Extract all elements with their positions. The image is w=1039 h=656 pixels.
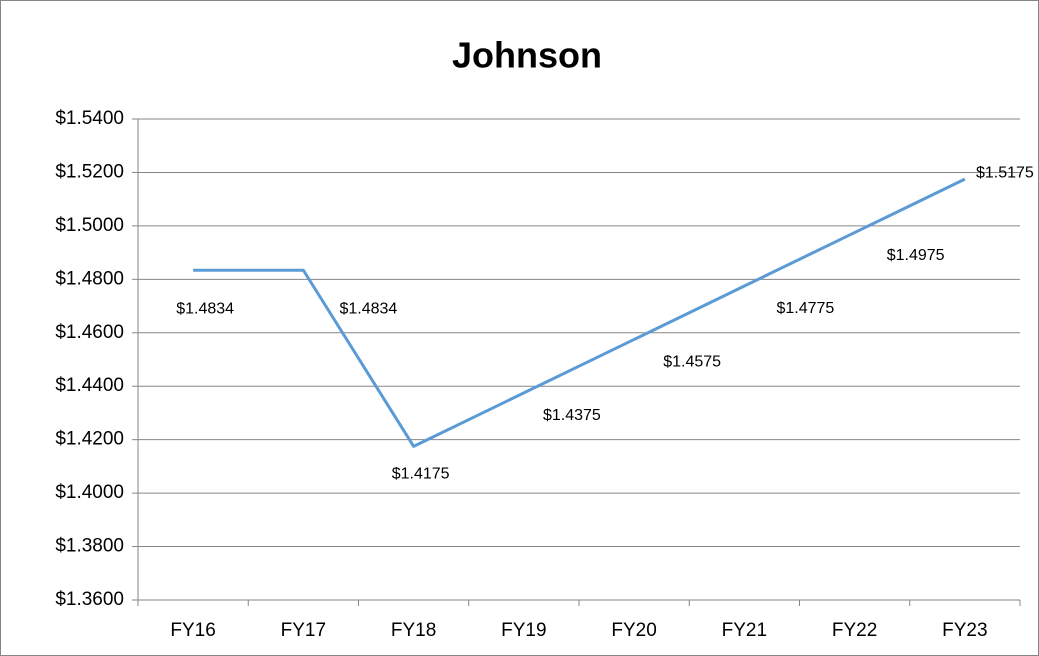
x-tick-label: FY23: [942, 620, 987, 641]
x-tick-label: FY19: [501, 620, 546, 641]
data-label: $1.4175: [392, 466, 450, 483]
y-tick-label: $1.4200: [55, 429, 124, 450]
x-tick-label: FY16: [170, 620, 215, 641]
chart-title: Johnson: [452, 35, 602, 76]
x-tick-label: FY18: [391, 620, 436, 641]
y-tick-label: $1.3800: [55, 536, 124, 557]
x-tick-label: FY22: [832, 620, 877, 641]
data-line: [193, 177, 966, 448]
x-tick-label: FY17: [281, 620, 326, 641]
y-tick-label: $1.5400: [55, 108, 124, 129]
data-label: $1.4834: [339, 300, 397, 317]
data-label: $1.4975: [887, 247, 945, 264]
y-tick-label: $1.3600: [55, 589, 124, 610]
data-label: $1.4834: [176, 300, 234, 317]
y-tick-label: $1.4800: [55, 268, 124, 289]
data-label: $1.4575: [663, 354, 721, 371]
y-tick-label: $1.4600: [55, 322, 124, 343]
y-tick-label: $1.4400: [55, 375, 124, 396]
data-label: $1.4775: [776, 300, 834, 317]
y-tick-label: $1.4000: [55, 482, 124, 503]
data-label: $1.5175: [976, 164, 1034, 181]
x-tick-label: FY20: [611, 620, 656, 641]
data-label: $1.4375: [543, 407, 601, 424]
y-tick-label: $1.5200: [55, 161, 124, 182]
x-tick-label: FY21: [722, 620, 767, 641]
y-tick-label: $1.5000: [55, 215, 124, 236]
